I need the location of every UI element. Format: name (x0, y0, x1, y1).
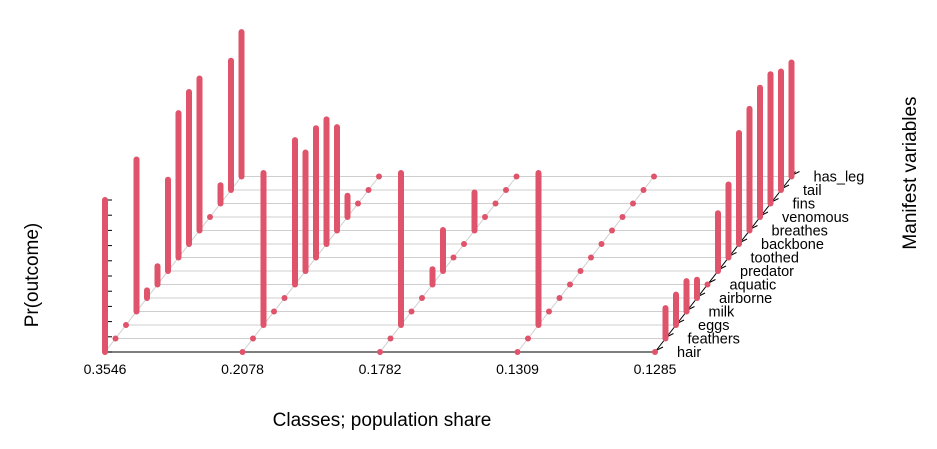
bar-class-0.2078-hair (239, 349, 246, 355)
variable-label-fins: fins (793, 197, 816, 213)
variable-label-aquatic: aquatic (730, 278, 777, 294)
bar-class-0.1309-predator (577, 268, 584, 274)
bar-class-0.1782-feathers (387, 335, 394, 342)
variable-label-predator: predator (740, 264, 794, 280)
bar-class-0.1782-airborne (419, 295, 425, 301)
bar-class-0.1309-aquatic (567, 281, 573, 288)
variable-label-tail: tail (803, 183, 822, 199)
bar-class-0.2078-tail (365, 187, 372, 193)
variable-label-backbone: backbone (761, 237, 824, 253)
z-axis-title: Manifest variables (900, 96, 921, 249)
bar-class-0.1309-airborne (556, 295, 563, 301)
class-label: 0.2078 (221, 361, 264, 377)
class-label: 0.1285 (634, 361, 677, 377)
variable-label-eggs: eggs (698, 318, 729, 334)
class-label: 0.1309 (496, 361, 539, 377)
bar-class-0.1309-fins (630, 200, 636, 207)
variable-label-hair: hair (677, 345, 701, 361)
bar-class-0.1782-has_leg (513, 173, 520, 180)
bar-class-0.1782-toothed (450, 254, 457, 261)
bar-class-0.1782-hair (377, 349, 383, 355)
class-label: 0.3546 (84, 361, 127, 377)
x-axis-title: Classes; population share (273, 410, 492, 431)
variable-label-breathes: breathes (772, 224, 828, 240)
bar-class-0.1309-backbone (598, 241, 605, 247)
variable-label-venomous: venomous (782, 210, 849, 226)
variable-label-airborne: airborne (719, 291, 772, 307)
bar-class-0.2078-feathers (250, 335, 256, 342)
bar-class-0.2078-airborne (281, 295, 288, 301)
bar-class-0.2078-milk (271, 308, 277, 315)
manifest-variable-gridlines (104, 176, 792, 353)
variable-label-milk: milk (709, 305, 736, 321)
bar-class-0.1309-tail (640, 187, 647, 193)
probability-bars (102, 29, 795, 355)
variable-label-toothed: toothed (751, 251, 799, 267)
bar-class-0.1782-milk (408, 308, 415, 315)
bar-class-0.1309-toothed (588, 254, 594, 261)
bar-class-0.3546-feathers (112, 335, 119, 342)
y-axis-title: Pr(outcome) (22, 223, 43, 328)
bar-class-0.1309-breathes (609, 227, 615, 234)
bar-class-0.1309-hair (514, 349, 521, 355)
depth-axis-tick (656, 346, 664, 351)
variable-label-has_leg: has_leg (814, 170, 865, 186)
variable-label-feathers: feathers (688, 332, 740, 348)
bar-class-0.2078-fins (355, 200, 361, 207)
tick-labels: 0.3546 0.2078 0.1782 0.1309 0.1285hairfeathe… (84, 170, 865, 378)
bar-class-0.1285-hair (652, 349, 658, 355)
bar-class-0.1285-aquatic (704, 281, 711, 288)
class-label: 0.1782 (359, 361, 402, 377)
bar-class-0.2078-has_leg (376, 173, 382, 180)
depth-axis-tick (709, 279, 716, 283)
bar-class-0.1309-venomous (619, 214, 626, 220)
bar-class-0.3546-eggs (123, 322, 129, 328)
bar-class-0.1309-has_leg (651, 173, 657, 180)
bar-class-0.1782-backbone (461, 241, 467, 247)
bar-class-0.1782-fins (492, 200, 499, 207)
bar-class-0.1782-tail (503, 187, 509, 193)
bar-class-0.1309-feathers (525, 335, 531, 342)
bar-class-0.1309-milk (546, 308, 552, 315)
bar-class-0.1782-venomous (482, 214, 488, 220)
bar-class-0.3546-venomous (207, 214, 213, 220)
